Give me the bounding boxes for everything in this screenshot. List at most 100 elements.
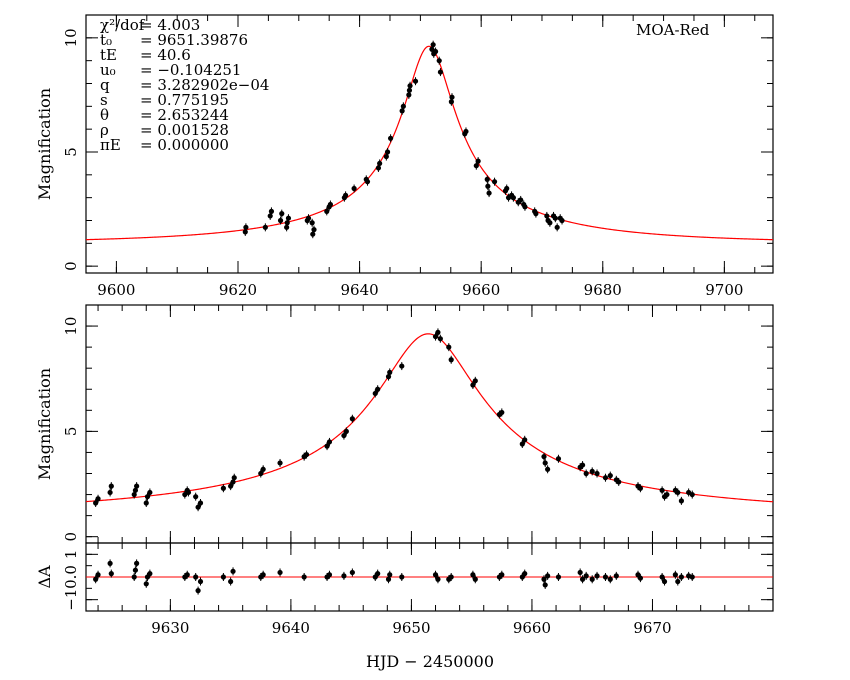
data-point <box>542 460 548 466</box>
data-point <box>406 92 412 98</box>
data-point <box>449 94 455 100</box>
top-y-axis-title: Magnification <box>35 88 54 200</box>
data-point <box>545 466 551 472</box>
data-point <box>555 574 562 580</box>
data-point <box>607 473 613 479</box>
data-point <box>195 588 201 594</box>
data-point <box>504 185 510 192</box>
data-point <box>499 409 505 416</box>
data-point <box>659 487 665 493</box>
data-point <box>242 229 248 235</box>
data-point <box>519 441 525 447</box>
data-point <box>689 491 695 498</box>
data-point <box>400 103 406 109</box>
x-tick-label: 9680 <box>584 281 622 299</box>
data-point <box>675 578 681 585</box>
data-point <box>473 163 479 169</box>
x-tick-label: 9650 <box>392 619 430 637</box>
x-tick-label: 9630 <box>151 619 189 637</box>
fit-param-label: t₀ <box>100 31 112 49</box>
data-point <box>349 416 355 422</box>
data-point <box>432 572 439 578</box>
data-point <box>303 451 310 458</box>
data-point <box>327 201 334 208</box>
fit-param-value: = 40.6 <box>140 46 191 64</box>
data-point <box>499 572 505 578</box>
data-point <box>589 576 595 582</box>
data-point <box>510 195 516 201</box>
data-point <box>387 572 393 578</box>
fit-param-label: s <box>100 91 108 109</box>
data-point <box>577 569 583 576</box>
data-point <box>678 574 685 580</box>
x-tick-label: 9660 <box>462 281 500 299</box>
data-point <box>195 504 201 510</box>
data-point <box>383 153 389 160</box>
data-point <box>341 432 347 439</box>
data-point <box>559 217 565 224</box>
top-panel: 0 5 10 9600 9620 9640 9660 9680 9700 χ²/dof= 4.00… <box>62 14 774 299</box>
fit-param-label: q <box>100 76 110 94</box>
data-point <box>475 158 481 164</box>
data-point <box>579 462 586 468</box>
data-point <box>541 454 547 460</box>
data-point <box>448 99 454 105</box>
data-point <box>231 475 237 481</box>
data-point <box>220 485 226 491</box>
data-point <box>436 58 442 64</box>
data-point <box>184 572 190 578</box>
data-point <box>407 83 413 89</box>
data-point <box>387 135 394 141</box>
fit-param-value: = −0.104251 <box>140 61 241 79</box>
x-tick-label: 9640 <box>272 619 310 637</box>
y-tick-label: 1 <box>62 550 80 560</box>
data-point <box>672 572 678 578</box>
data-point <box>343 192 349 198</box>
data-point <box>472 378 478 384</box>
data-point <box>435 576 441 582</box>
data-point <box>435 329 441 335</box>
data-point <box>228 483 234 489</box>
y-tick-label: 0 <box>62 261 80 271</box>
data-point <box>107 489 113 496</box>
data-point <box>446 344 452 350</box>
fit-param-label: u₀ <box>100 61 116 79</box>
data-point <box>277 217 284 224</box>
data-point <box>470 572 476 578</box>
data-point <box>285 215 292 221</box>
data-point <box>437 336 443 342</box>
data-point <box>664 491 670 498</box>
data-point <box>522 437 528 443</box>
data-point <box>284 224 290 230</box>
data-point <box>277 460 283 466</box>
x-tick-label: 9660 <box>513 619 551 637</box>
data-point <box>602 475 609 481</box>
data-point <box>95 496 101 502</box>
data-point <box>555 456 562 462</box>
data-point <box>412 78 419 84</box>
data-point <box>375 165 382 171</box>
data-point <box>484 176 490 182</box>
fit-param-value: = 2.653244 <box>140 106 229 124</box>
data-point <box>243 224 249 230</box>
data-point <box>279 211 285 217</box>
data-point <box>448 357 454 363</box>
fit-param-value: = 0.001528 <box>140 121 229 139</box>
data-point <box>260 572 266 578</box>
data-point <box>486 190 492 196</box>
data-point <box>93 500 99 506</box>
data-point <box>260 466 266 472</box>
data-point <box>134 483 140 489</box>
data-point <box>589 468 595 474</box>
data-point <box>463 128 469 135</box>
data-point <box>324 443 330 449</box>
fit-param-label: tE <box>100 46 117 64</box>
data-point <box>326 572 333 578</box>
data-point <box>93 576 99 582</box>
data-point <box>310 231 316 237</box>
fit-param-value: = 3.282902e−04 <box>140 76 269 94</box>
data-point <box>613 573 619 579</box>
data-point <box>372 390 378 397</box>
data-point <box>193 494 199 500</box>
x-tick-label: 9700 <box>705 281 743 299</box>
